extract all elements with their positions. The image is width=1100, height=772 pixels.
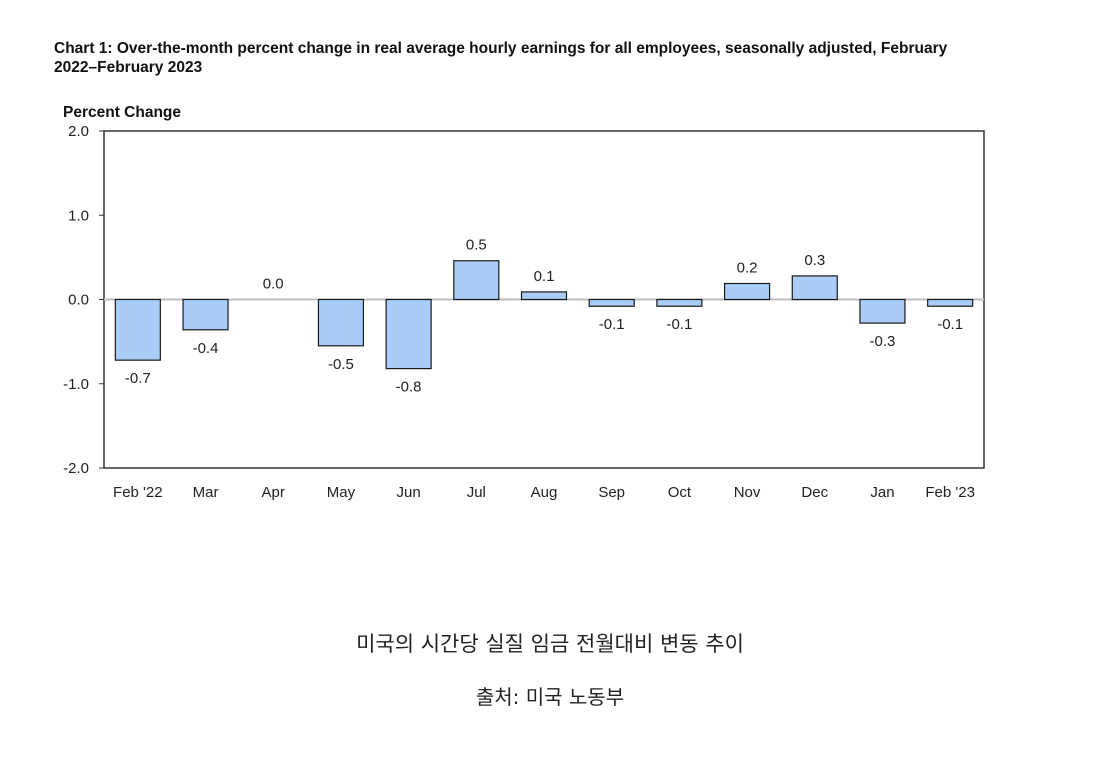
bar-value-label: 0.2: [737, 259, 758, 276]
y-tick-label: -1.0: [63, 376, 89, 393]
x-tick-label: Sep: [598, 484, 625, 501]
figure-source: 출처: 미국 노동부: [475, 685, 625, 709]
y-tick-label: 1.0: [68, 207, 89, 224]
bar-value-label: -0.3: [870, 333, 896, 350]
bar: [859, 298, 906, 324]
bar: [656, 298, 703, 307]
bar: [588, 298, 635, 307]
x-tick-label: Nov: [734, 484, 761, 501]
bar-value-label: 0.0: [263, 276, 284, 293]
bar: [114, 298, 161, 361]
plot-area: 2.0 1.0 0.0 -1.0 -2.0 -0.7 Feb '22 -0.4 Mar 0.0 Ap…: [63, 123, 985, 501]
y-axis-label: Percent Change: [63, 104, 181, 121]
x-tick-label: Aug: [531, 484, 558, 501]
bar-value-label: 0.1: [534, 268, 555, 285]
x-tick-label: Jan: [870, 484, 894, 501]
bar: [723, 282, 771, 301]
bar-chart: Percent Change 2.0 1.0 0.0 -1.0 -2.0 -0.7 Feb …: [63, 104, 985, 501]
x-tick-label: Feb '22: [113, 484, 163, 501]
bar-value-label: -0.5: [328, 356, 354, 373]
bar: [182, 298, 229, 331]
y-tick-label: 2.0: [68, 123, 89, 140]
x-tick-label: Oct: [668, 484, 692, 501]
x-tick-label: May: [327, 484, 356, 501]
bar-value-label: -0.4: [193, 340, 219, 357]
bar-value-label: -0.1: [937, 316, 963, 333]
x-tick-label: Dec: [801, 484, 828, 501]
x-tick-label: Jun: [397, 484, 421, 501]
y-tick-label: -2.0: [63, 460, 89, 477]
chart-title: Chart 1: Over-the-month percent change i…: [54, 40, 948, 76]
y-tick-label: 0.0: [68, 292, 89, 309]
figure-caption: 미국의 시간당 실질 임금 전월대비 변동 추이: [356, 632, 744, 656]
bar: [385, 298, 432, 370]
bar-value-label: -0.1: [666, 316, 692, 333]
bar: [453, 260, 500, 301]
x-tick-label: Apr: [262, 484, 285, 501]
bar: [927, 298, 974, 307]
x-tick-label: Jul: [467, 484, 486, 501]
bar-value-label: -0.8: [396, 379, 422, 396]
bar-value-label: 0.5: [466, 237, 487, 254]
x-tick-label: Feb '23: [925, 484, 975, 501]
bar-value-label: -0.7: [125, 370, 151, 387]
bar-value-label: -0.1: [599, 316, 625, 333]
bar: [317, 298, 365, 347]
x-tick-label: Mar: [193, 484, 219, 501]
bar: [520, 291, 568, 301]
bar-value-label: 0.3: [804, 252, 825, 269]
bar: [791, 275, 838, 301]
